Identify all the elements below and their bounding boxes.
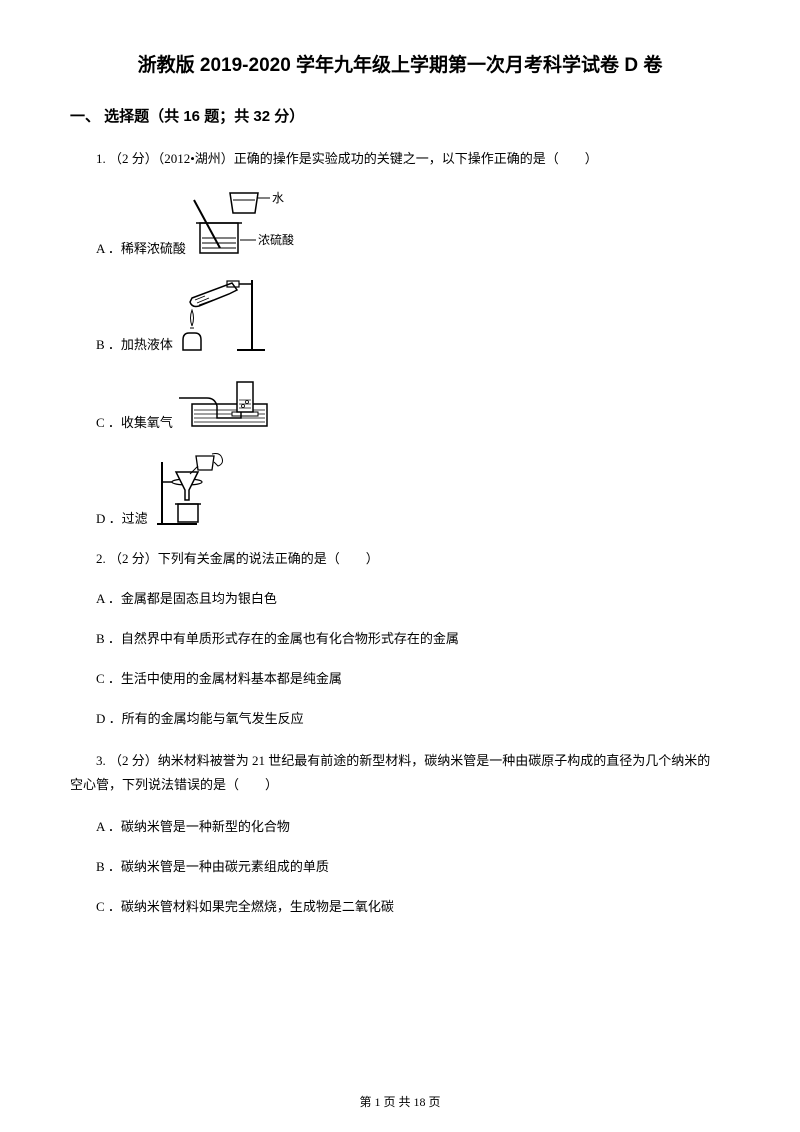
q1-c-diagram (177, 374, 277, 434)
q3-option-a: A ．碳纳米管是一种新型的化合物 (70, 816, 730, 838)
q1-c-text: C ．收集氧气 (70, 413, 173, 434)
q2-stem: 2. （2 分）下列有关金属的说法正确的是（ ） (70, 548, 730, 570)
q1-a-text: A ．稀释浓硫酸 (70, 239, 186, 260)
q2-option-d: D ．所有的金属均能与氧气发生反应 (70, 708, 730, 730)
q1-d-text: D ．过滤 (70, 509, 148, 530)
q3-line1: 3. （2 分）纳米材料被誉为 21 世纪最有前途的新型材料，碳纳米管是一种由碳… (70, 749, 730, 774)
q2-option-a: A ．金属都是固态且均为银白色 (70, 588, 730, 610)
page-footer: 第 1 页 共 18 页 (0, 1093, 800, 1110)
q3-option-b: B ．碳纳米管是一种由碳元素组成的单质 (70, 856, 730, 878)
q1-b-text: B ．加热液体 (70, 335, 173, 356)
q1-option-a: A ．稀释浓硫酸 水 浓硫酸 (70, 188, 730, 260)
q2-option-c: C ．生活中使用的金属材料基本都是纯金属 (70, 668, 730, 690)
section-header: 一、 选择题（共 16 题；共 32 分） (70, 105, 730, 126)
label-water: 水 (272, 191, 284, 205)
q3-option-c: C ．碳纳米管材料如果完全燃烧，生成物是二氧化碳 (70, 896, 730, 918)
q3-line2: 空心管，下列说法错误的是（ ） (70, 773, 730, 798)
q1-a-diagram: 水 浓硫酸 (190, 188, 310, 260)
q1-option-b: B ．加热液体 (70, 278, 730, 356)
q1-stem: 1. （2 分）（2012•湖州）正确的操作是实验成功的关键之一，以下操作正确的… (70, 148, 730, 170)
q1-d-diagram (152, 452, 232, 530)
page-title: 浙教版 2019-2020 学年九年级上学期第一次月考科学试卷 D 卷 (70, 50, 730, 77)
label-acid: 浓硫酸 (258, 232, 294, 247)
q2-option-b: B ．自然界中有单质形式存在的金属也有化合物形式存在的金属 (70, 628, 730, 650)
q3-stem: 3. （2 分）纳米材料被誉为 21 世纪最有前途的新型材料，碳纳米管是一种由碳… (70, 749, 730, 798)
q1-b-diagram (177, 278, 267, 356)
q1-option-c: C ．收集氧气 (70, 374, 730, 434)
q1-option-d: D ．过滤 (70, 452, 730, 530)
